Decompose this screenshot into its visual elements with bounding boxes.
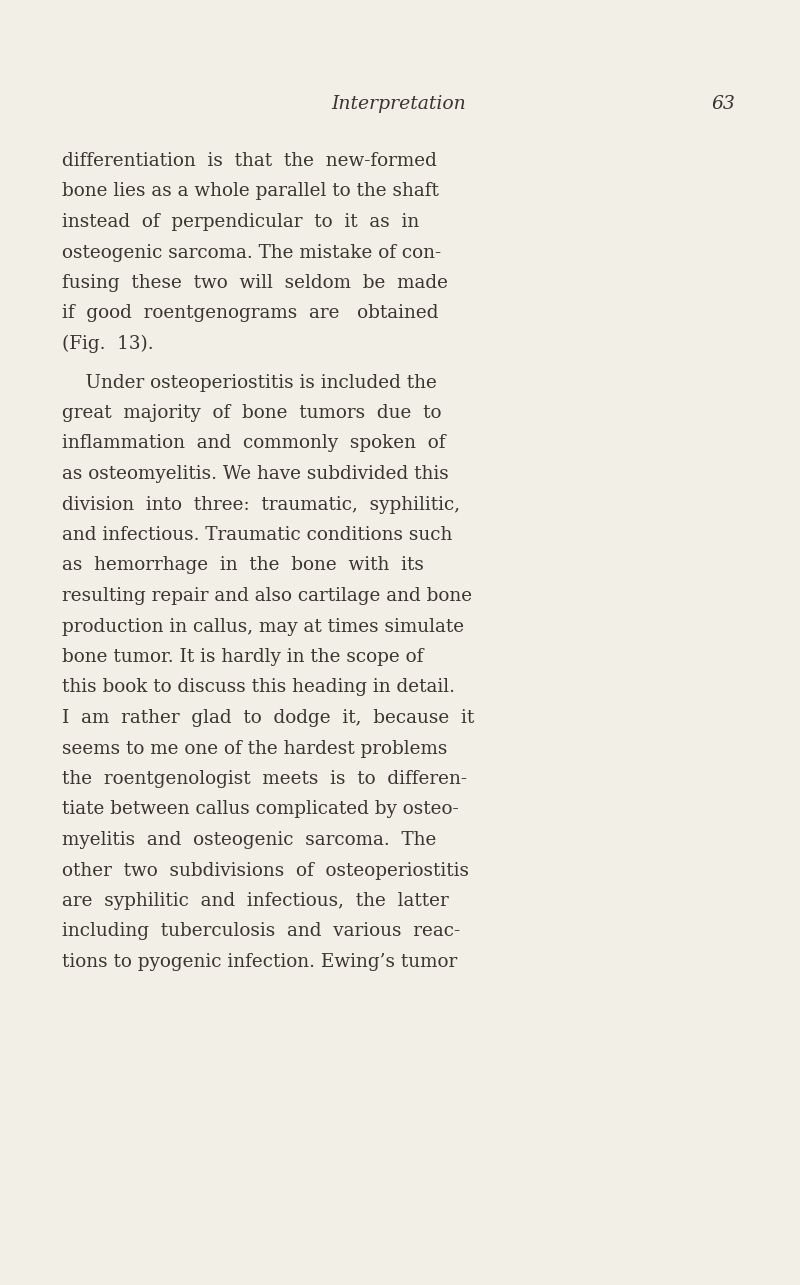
Text: seems to me one of the hardest problems: seems to me one of the hardest problems: [62, 739, 447, 757]
Text: instead  of  perpendicular  to  it  as  in: instead of perpendicular to it as in: [62, 213, 419, 231]
Text: 63: 63: [711, 95, 735, 113]
Text: as osteomyelitis. We have subdivided this: as osteomyelitis. We have subdivided thi…: [62, 465, 449, 483]
Text: including  tuberculosis  and  various  reac-: including tuberculosis and various reac-: [62, 923, 460, 941]
Text: great  majority  of  bone  tumors  due  to: great majority of bone tumors due to: [62, 403, 442, 421]
Text: I  am  rather  glad  to  dodge  it,  because  it: I am rather glad to dodge it, because it: [62, 709, 474, 727]
Text: inflammation  and  commonly  spoken  of: inflammation and commonly spoken of: [62, 434, 446, 452]
Text: Interpretation: Interpretation: [331, 95, 466, 113]
Text: and infectious. Traumatic conditions such: and infectious. Traumatic conditions suc…: [62, 526, 452, 544]
Text: tions to pyogenic infection. Ewing’s tumor: tions to pyogenic infection. Ewing’s tum…: [62, 953, 458, 971]
Text: are  syphilitic  and  infectious,  the  latter: are syphilitic and infectious, the latte…: [62, 892, 449, 910]
Text: this book to discuss this heading in detail.: this book to discuss this heading in det…: [62, 678, 455, 696]
Text: if  good  roentgenograms  are   obtained: if good roentgenograms are obtained: [62, 305, 438, 323]
Text: (Fig.  13).: (Fig. 13).: [62, 335, 154, 353]
Text: osteogenic sarcoma. The mistake of con-: osteogenic sarcoma. The mistake of con-: [62, 243, 441, 262]
Text: as  hemorrhage  in  the  bone  with  its: as hemorrhage in the bone with its: [62, 556, 424, 574]
Text: production in callus, may at times simulate: production in callus, may at times simul…: [62, 618, 464, 636]
Text: differentiation  is  that  the  new-formed: differentiation is that the new-formed: [62, 152, 437, 170]
Text: bone tumor. It is hardly in the scope of: bone tumor. It is hardly in the scope of: [62, 648, 423, 666]
Text: tiate between callus complicated by osteo-: tiate between callus complicated by oste…: [62, 801, 458, 819]
Text: resulting repair and also cartilage and bone: resulting repair and also cartilage and …: [62, 587, 472, 605]
Text: other  two  subdivisions  of  osteoperiostitis: other two subdivisions of osteoperiostit…: [62, 861, 469, 879]
Text: myelitis  and  osteogenic  sarcoma.  The: myelitis and osteogenic sarcoma. The: [62, 831, 436, 849]
Text: bone lies as a whole parallel to the shaft: bone lies as a whole parallel to the sha…: [62, 182, 439, 200]
Text: Under osteoperiostitis is included the: Under osteoperiostitis is included the: [62, 374, 437, 392]
Text: the  roentgenologist  meets  is  to  differen-: the roentgenologist meets is to differen…: [62, 770, 467, 788]
Text: fusing  these  two  will  seldom  be  made: fusing these two will seldom be made: [62, 274, 448, 292]
Text: division  into  three:  traumatic,  syphilitic,: division into three: traumatic, syphilit…: [62, 496, 460, 514]
